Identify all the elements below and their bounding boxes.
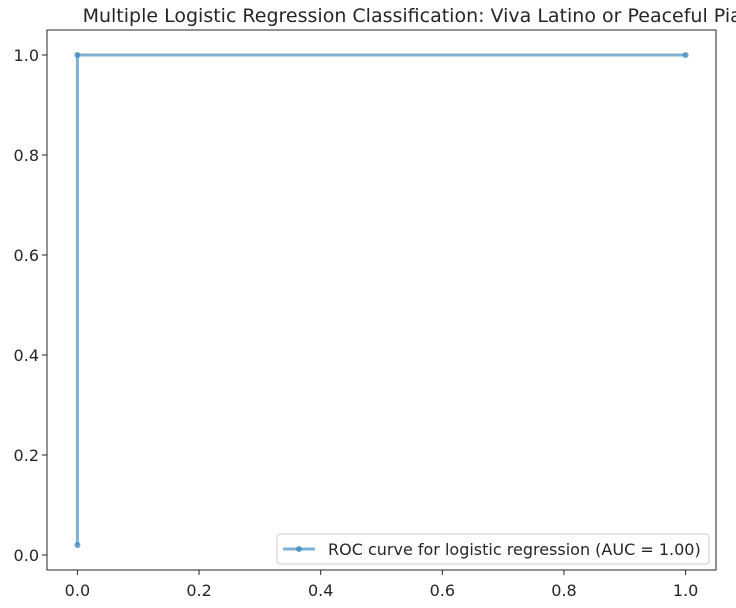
plot-area (46, 29, 717, 571)
legend-label: ROC curve for logistic regression (AUC =… (328, 540, 701, 559)
roc-curve-point (682, 52, 689, 58)
x-tick-label: 0.8 (551, 581, 576, 600)
y-axis: 0.0 0.2 0.4 0.6 0.8 1.0 (14, 46, 47, 565)
x-axis: 0.0 0.2 0.4 0.6 0.8 1.0 (65, 570, 698, 600)
chart-title: Multiple Logistic Regression Classificat… (83, 5, 736, 27)
legend-box (276, 533, 710, 565)
y-tick-label: 1.0 (14, 46, 39, 65)
x-tick-label: 0.0 (65, 581, 90, 600)
y-tick-label: 0.4 (14, 346, 39, 365)
x-tick-label: 0.2 (186, 581, 211, 600)
roc-curve-point (74, 52, 81, 58)
legend-marker-swatch (296, 546, 302, 552)
x-tick-label: 1.0 (673, 581, 698, 600)
roc-curve-point (74, 542, 81, 548)
x-tick-label: 0.4 (308, 581, 333, 600)
y-tick-label: 0.0 (14, 546, 39, 565)
x-tick-label: 0.6 (430, 581, 455, 600)
y-tick-label: 0.6 (14, 246, 39, 265)
series-layer (74, 52, 689, 548)
y-tick-label: 0.2 (14, 446, 39, 465)
legend: ROC curve for logistic regression (AUC =… (276, 533, 710, 565)
y-tick-label: 0.8 (14, 146, 39, 165)
